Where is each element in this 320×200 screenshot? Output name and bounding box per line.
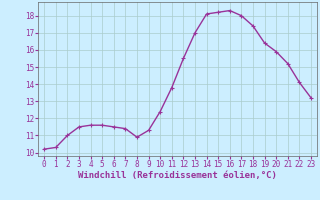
- X-axis label: Windchill (Refroidissement éolien,°C): Windchill (Refroidissement éolien,°C): [78, 171, 277, 180]
